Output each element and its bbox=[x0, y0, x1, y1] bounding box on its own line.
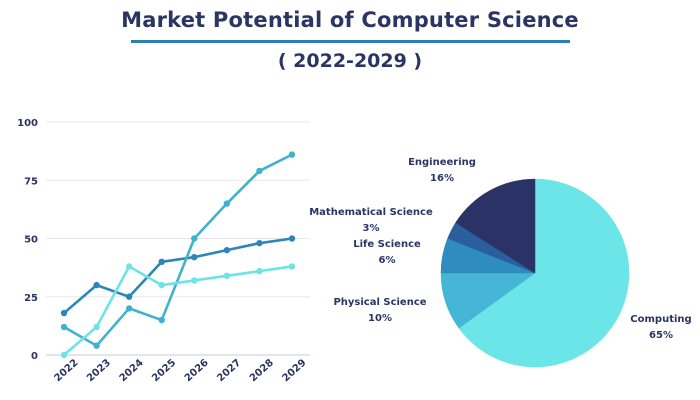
data-point bbox=[93, 323, 100, 331]
data-point bbox=[191, 253, 198, 261]
data-point bbox=[223, 200, 231, 207]
series-line bbox=[62, 237, 294, 315]
line-chart: 0 25 50 75 100 2022 2023 2024 2025 2026 2027 2028 20… bbox=[17, 118, 310, 384]
data-point bbox=[125, 263, 133, 270]
pie-percent: 16% bbox=[430, 173, 454, 184]
pie-label: Physical Science bbox=[333, 297, 426, 308]
pie-percent: 65% bbox=[649, 330, 673, 341]
x-tick-label: 2024 bbox=[118, 357, 146, 384]
title-underline bbox=[131, 40, 570, 43]
data-point bbox=[60, 309, 68, 317]
y-tick-label: 0 bbox=[31, 351, 38, 362]
data-point bbox=[191, 277, 198, 284]
x-tick-label: 2025 bbox=[150, 357, 178, 384]
pie-chart: Computing 65% Physical Science 10% Life Scie… bbox=[309, 157, 692, 368]
chart-subtitle: ( 2022-2029 ) bbox=[277, 50, 423, 72]
data-point bbox=[158, 316, 165, 324]
data-point bbox=[288, 235, 296, 242]
data-point bbox=[60, 351, 68, 359]
data-point bbox=[256, 167, 263, 175]
x-tick-label: 2023 bbox=[85, 357, 113, 384]
data-point bbox=[125, 305, 133, 312]
data-point bbox=[256, 267, 263, 275]
data-point bbox=[158, 281, 165, 289]
data-point bbox=[93, 342, 100, 349]
pie-label: Computing bbox=[630, 314, 691, 325]
data-point bbox=[288, 151, 296, 158]
pie-slice bbox=[455, 178, 536, 274]
pie-percent: 3% bbox=[363, 223, 380, 234]
pie-label: Life Science bbox=[353, 239, 421, 250]
pie-label: Mathematical Science bbox=[309, 207, 433, 218]
data-point bbox=[256, 239, 263, 247]
data-point bbox=[191, 235, 198, 242]
x-tick-label: 2022 bbox=[52, 357, 80, 384]
data-point bbox=[158, 258, 165, 265]
pie-percent: 10% bbox=[368, 313, 392, 324]
x-tick-label: 2028 bbox=[248, 357, 276, 384]
data-point bbox=[93, 281, 100, 289]
series-line bbox=[62, 153, 294, 347]
x-tick-label: 2029 bbox=[280, 357, 308, 384]
series-line bbox=[62, 265, 294, 357]
y-tick-label: 75 bbox=[24, 176, 38, 187]
pie-label: Engineering bbox=[408, 157, 476, 168]
data-point bbox=[125, 293, 133, 300]
data-point bbox=[223, 246, 231, 254]
chart-title: Market Potential of Computer Science bbox=[121, 8, 579, 32]
x-tick-label: 2027 bbox=[215, 357, 243, 384]
data-point bbox=[60, 323, 68, 331]
y-tick-label: 25 bbox=[24, 293, 38, 304]
data-point bbox=[223, 272, 231, 279]
y-tick-label: 50 bbox=[24, 235, 38, 246]
pie-slice bbox=[458, 178, 630, 368]
x-tick-label: 2026 bbox=[183, 357, 211, 384]
pie-percent: 6% bbox=[379, 255, 396, 266]
data-point bbox=[288, 263, 296, 270]
y-tick-label: 100 bbox=[17, 118, 38, 129]
